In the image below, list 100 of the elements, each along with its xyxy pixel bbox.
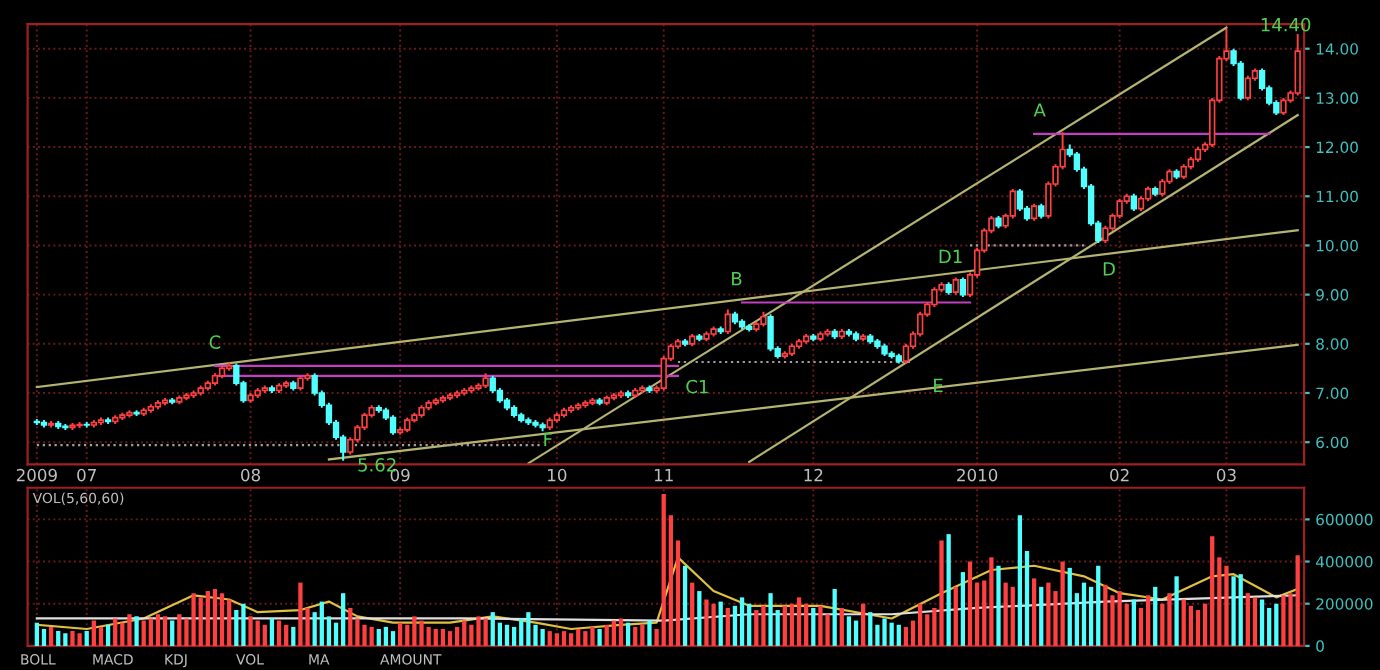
x-tick-label: 2010	[957, 468, 998, 482]
bar	[462, 620, 467, 646]
bar	[846, 616, 852, 646]
bar	[1267, 607, 1272, 646]
bar	[447, 631, 453, 646]
bar	[903, 626, 909, 646]
annotation: C	[209, 335, 221, 349]
bar	[262, 624, 267, 646]
bar	[98, 626, 104, 646]
x-tick-label: 03	[1216, 468, 1236, 482]
bar	[519, 618, 524, 646]
candlestick	[959, 276, 967, 299]
bar	[754, 610, 759, 646]
bar	[412, 616, 417, 646]
x-tick-label: 11	[654, 468, 673, 482]
bar	[284, 624, 289, 646]
bar	[818, 605, 823, 646]
bar	[1003, 582, 1008, 646]
bar	[1274, 603, 1279, 646]
candlestick	[724, 308, 732, 335]
bar	[419, 620, 424, 646]
bar	[640, 624, 645, 646]
bar	[725, 607, 730, 646]
bar	[1245, 593, 1250, 646]
bar	[1252, 597, 1258, 646]
bar	[590, 626, 595, 646]
annotation: B	[732, 272, 742, 286]
bar	[383, 626, 389, 646]
bar	[390, 631, 396, 646]
annotation: A	[1033, 103, 1046, 117]
bar	[1259, 599, 1265, 646]
bar	[227, 599, 232, 646]
bar	[369, 626, 374, 646]
x-tick-label: 2009	[16, 468, 57, 482]
bar	[946, 534, 951, 646]
bar	[1103, 584, 1108, 646]
bar	[105, 624, 111, 646]
line-series	[35, 556, 1299, 631]
x-tick-label: 12	[804, 468, 823, 482]
candlestick	[767, 313, 774, 353]
bar	[405, 624, 410, 646]
bar	[711, 603, 716, 646]
bar	[1067, 567, 1072, 646]
bar	[1039, 586, 1044, 646]
bar	[1167, 593, 1172, 646]
bar	[291, 626, 296, 646]
bar	[761, 605, 766, 646]
bar	[1131, 599, 1136, 646]
bar	[953, 586, 958, 646]
bar	[426, 626, 431, 646]
bar	[1145, 595, 1151, 646]
bar	[219, 593, 225, 646]
bar	[248, 616, 253, 646]
bar	[205, 591, 210, 646]
bar	[511, 626, 517, 646]
bar	[1181, 599, 1186, 646]
bar	[861, 603, 866, 646]
bar	[376, 629, 381, 646]
bar	[319, 601, 324, 646]
bar	[868, 612, 873, 646]
bar	[490, 612, 495, 646]
bar	[84, 631, 89, 646]
bar	[48, 626, 54, 646]
annotation: C1	[686, 379, 708, 394]
bar	[1117, 591, 1122, 646]
bar	[398, 622, 403, 646]
bar	[1031, 578, 1037, 646]
candlestick	[389, 414, 397, 436]
bar	[526, 612, 531, 646]
bar	[483, 618, 488, 646]
bar	[56, 631, 61, 646]
bar	[34, 622, 39, 646]
bar	[113, 618, 118, 646]
bar	[1195, 610, 1201, 646]
bar	[1153, 586, 1158, 646]
bar	[155, 614, 161, 646]
bar	[255, 620, 260, 646]
bar	[455, 626, 460, 646]
bar	[162, 616, 168, 646]
bar	[1060, 561, 1065, 646]
bar	[63, 633, 68, 646]
x-tick-label: 08	[241, 468, 261, 482]
bar	[148, 618, 153, 646]
bar	[989, 557, 994, 646]
candlestick	[1294, 32, 1301, 97]
bar	[682, 565, 688, 646]
bar	[1238, 574, 1243, 646]
line-series	[35, 594, 1299, 622]
bar	[718, 601, 723, 646]
bar	[882, 618, 887, 646]
bar	[540, 629, 545, 646]
bar	[996, 565, 1001, 646]
bar	[597, 629, 602, 646]
annotation: D1	[939, 249, 962, 264]
bar	[1096, 565, 1101, 646]
bar	[234, 610, 239, 646]
bar	[896, 624, 901, 646]
bar	[141, 620, 146, 646]
bar	[1295, 555, 1300, 646]
candlestick	[1244, 74, 1252, 102]
